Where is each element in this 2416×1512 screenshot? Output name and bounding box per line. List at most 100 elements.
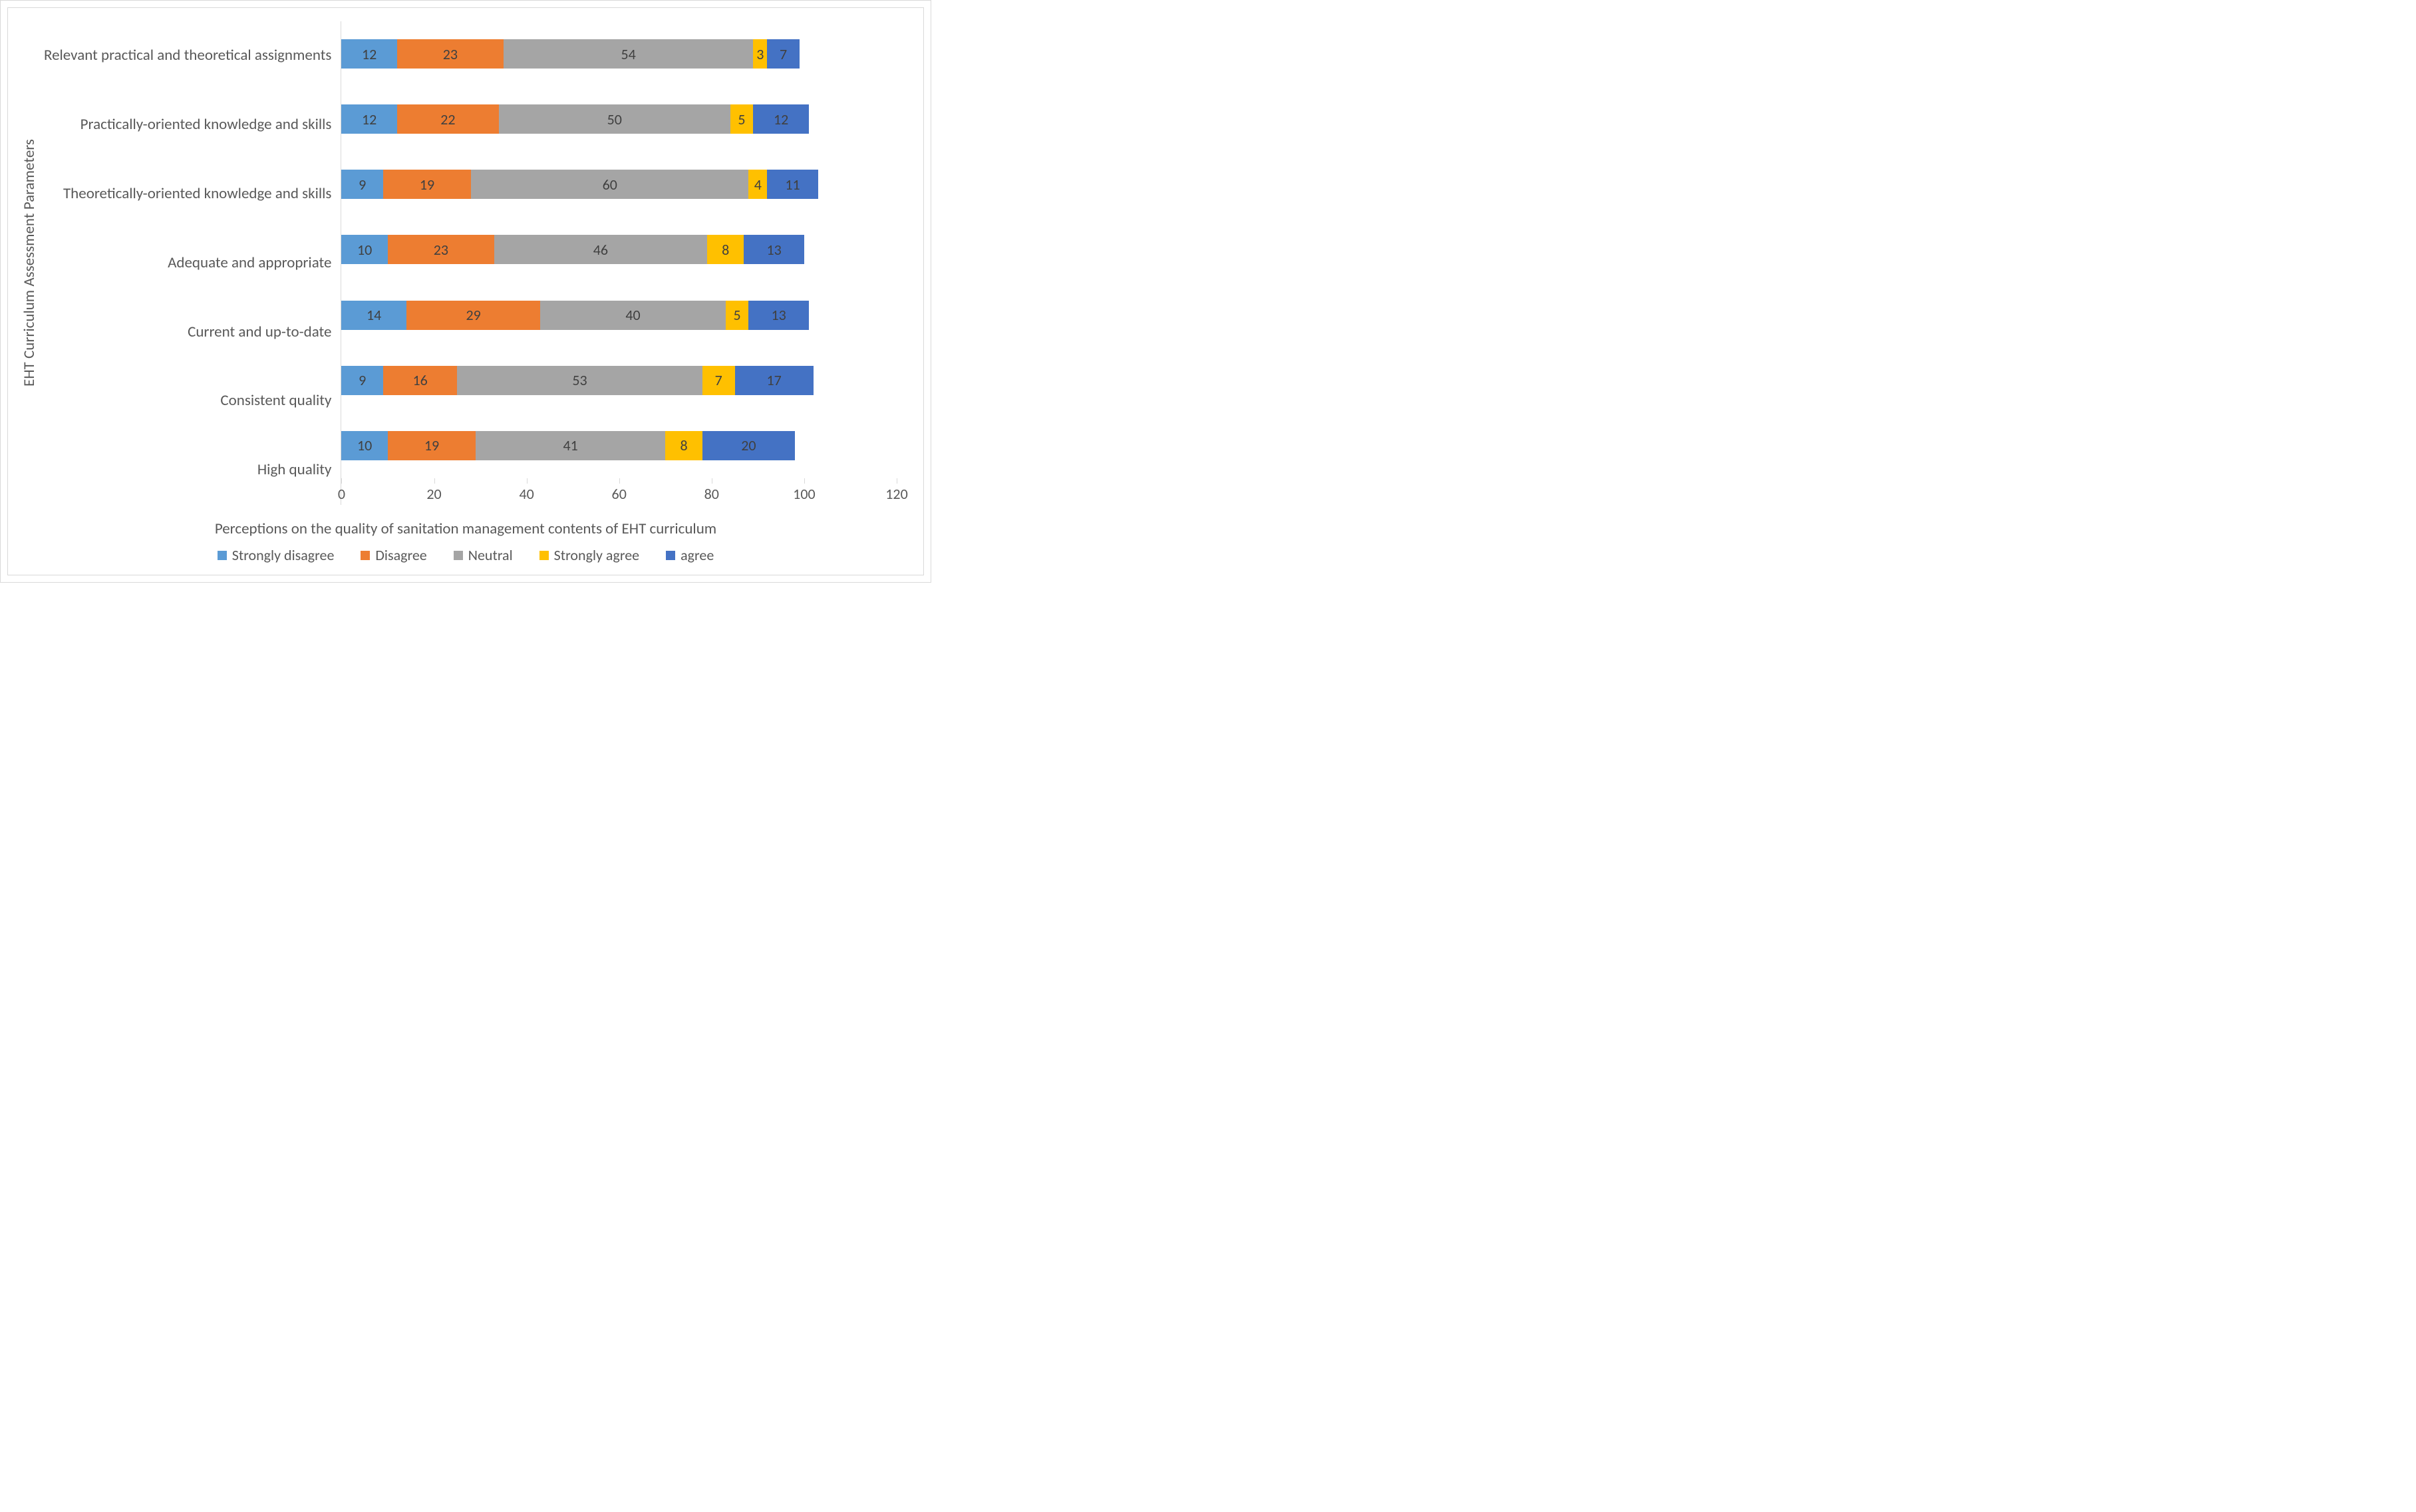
legend-item: Strongly disagree (218, 546, 335, 564)
bar-value-label: 19 (420, 176, 434, 194)
category-label: Theoretically-oriented knowledge and ski… (44, 186, 331, 202)
bar-segment: 16 (383, 366, 457, 395)
bar-value-label: 7 (780, 45, 787, 63)
category-label: Relevant practical and theoretical assig… (44, 47, 331, 64)
bar-value-label: 11 (785, 176, 800, 194)
bar-segment: 23 (397, 39, 504, 69)
legend-item: Neutral (454, 546, 513, 564)
bar-segment: 41 (476, 431, 665, 460)
bar-segment: 12 (753, 104, 808, 134)
bar-value-label: 7 (715, 371, 722, 389)
category-label: Practically-oriented knowledge and skill… (44, 116, 331, 133)
bar-value-label: 9 (359, 176, 366, 194)
bar-row: 12 22 50 5 12 (341, 104, 897, 134)
bar-segment: 5 (730, 104, 754, 134)
bar-segment: 14 (341, 301, 406, 330)
bar-segment: 13 (744, 235, 804, 264)
bar-segment: 50 (499, 104, 730, 134)
bar-value-label: 23 (443, 45, 458, 63)
legend-swatch (361, 551, 370, 560)
bar-value-label: 8 (680, 436, 687, 454)
x-tick-label: 120 (885, 485, 907, 503)
bar-segment: 13 (748, 301, 808, 330)
x-tick-mark (804, 478, 805, 484)
bar-segment: 9 (341, 366, 383, 395)
bar-segment: 40 (540, 301, 725, 330)
plot-wrap: EHT Curriculum Assessment Parameters Rel… (8, 8, 923, 512)
bar-value-label: 10 (357, 241, 372, 259)
x-tick-label: 40 (519, 485, 533, 503)
bar-value-label: 50 (607, 110, 622, 128)
bar-value-label: 12 (362, 45, 377, 63)
bar-value-label: 22 (440, 110, 455, 128)
bar-segment: 3 (753, 39, 767, 69)
x-tick-label: 80 (704, 485, 719, 503)
bar-value-label: 60 (603, 176, 617, 194)
bar-segment: 19 (383, 170, 471, 199)
bar-value-label: 13 (767, 241, 782, 259)
bar-value-label: 4 (754, 176, 762, 194)
bar-row: 10 23 46 8 13 (341, 235, 897, 264)
category-label: Adequate and appropriate (44, 255, 331, 271)
legend-label: Neutral (468, 546, 513, 564)
bar-row: 14 29 40 5 13 (341, 301, 897, 330)
bar-segment: 20 (702, 431, 795, 460)
bar-segment: 9 (341, 170, 383, 199)
x-axis-title: Perceptions on the quality of sanitation… (8, 512, 923, 542)
legend-label: Disagree (375, 546, 426, 564)
bar-value-label: 12 (774, 110, 788, 128)
legend-swatch (454, 551, 463, 560)
bar-segment: 12 (341, 104, 396, 134)
bar-segment: 4 (748, 170, 767, 199)
legend-item: agree (666, 546, 714, 564)
x-axis-ticks: 020406080100120 (341, 478, 897, 505)
bar-row: 12 23 5437 (341, 39, 897, 69)
x-tick-label: 0 (338, 485, 345, 503)
bar-value-label: 19 (424, 436, 439, 454)
bar-segment: 53 (457, 366, 702, 395)
bar-segment: 54 (504, 39, 754, 69)
bar-value-label: 29 (466, 306, 480, 324)
bar-value-label: 12 (362, 110, 377, 128)
bar-segment: 10 (341, 431, 388, 460)
bar-value-label: 41 (563, 436, 578, 454)
bar-value-label: 5 (738, 110, 745, 128)
legend-label: Strongly disagree (232, 546, 335, 564)
bar-segment: 8 (707, 235, 744, 264)
legend-item: Disagree (361, 546, 426, 564)
legend-label: agree (680, 546, 714, 564)
bar-value-label: 20 (741, 436, 756, 454)
bar-value-label: 3 (756, 45, 764, 63)
bar-segment: 8 (665, 431, 702, 460)
bar-value-label: 46 (593, 241, 608, 259)
bar-segment: 29 (406, 301, 541, 330)
x-tick-label: 100 (793, 485, 815, 503)
legend-label: Strongly agree (554, 546, 639, 564)
bar-segment: 23 (388, 235, 494, 264)
category-label: Consistent quality (44, 392, 331, 409)
bar-value-label: 40 (625, 306, 640, 324)
bar-segment: 19 (388, 431, 476, 460)
category-label: High quality (44, 462, 331, 478)
bar-value-label: 14 (367, 306, 381, 324)
bar-row: 10 19 41 8 20 (341, 431, 897, 460)
bar-segment: 17 (735, 366, 814, 395)
bar-segment: 5 (726, 301, 749, 330)
x-tick-mark (434, 478, 435, 484)
legend-item: Strongly agree (539, 546, 639, 564)
bar-value-label: 13 (771, 306, 786, 324)
bar-segment: 10 (341, 235, 388, 264)
chart-inner-frame: EHT Curriculum Assessment Parameters Rel… (7, 7, 924, 575)
bar-segment: 12 (341, 39, 396, 69)
bar-segment: 60 (471, 170, 748, 199)
legend-swatch (218, 551, 227, 560)
legend-swatch (539, 551, 549, 560)
bar-value-label: 9 (359, 371, 366, 389)
bar-segment: 22 (397, 104, 499, 134)
x-tick-label: 60 (612, 485, 627, 503)
bar-segment: 11 (767, 170, 818, 199)
bar-value-label: 53 (572, 371, 587, 389)
bar-segment: 7 (702, 366, 735, 395)
x-tick-label: 20 (426, 485, 441, 503)
bar-value-label: 8 (722, 241, 729, 259)
